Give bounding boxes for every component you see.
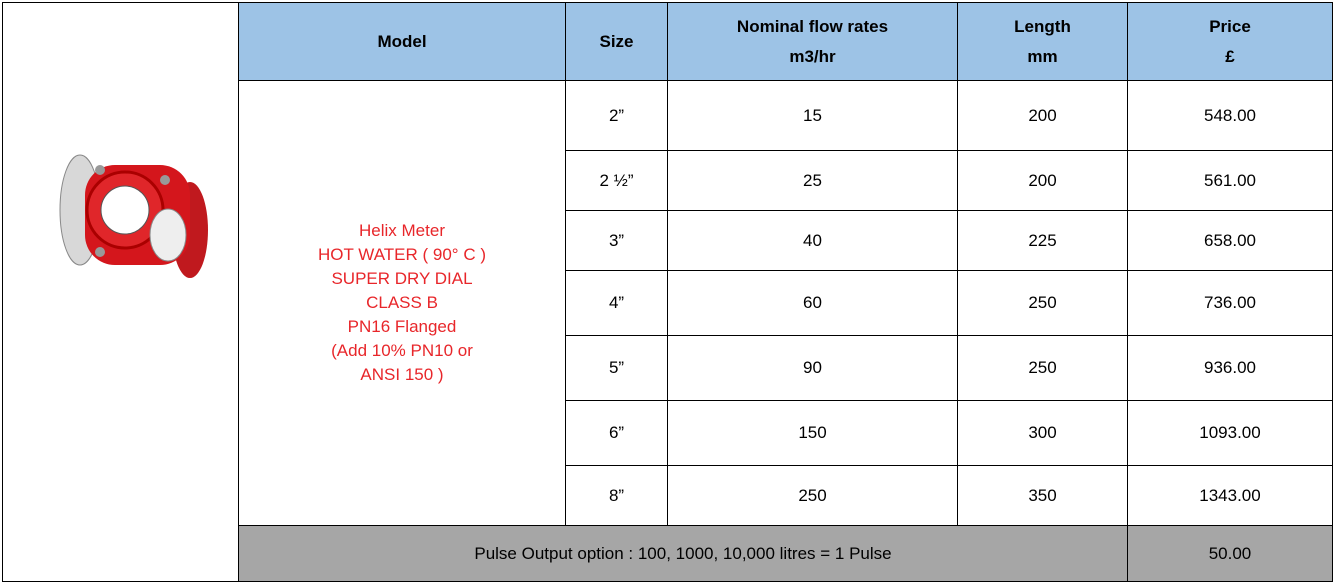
cell: 4”	[566, 271, 668, 336]
cell: 90	[668, 336, 958, 401]
cell-text: PN16 Flanged	[348, 317, 457, 336]
cell: 548.00	[1128, 81, 1333, 151]
cell: 1093.00	[1128, 401, 1333, 466]
cell-text: Nominal flow rates	[737, 17, 888, 36]
cell: 150	[668, 401, 958, 466]
table-body: Model Size Nominal flow rates m3/hr Length mm…	[3, 3, 1333, 582]
header-cell: Nominal flow rates m3/hr	[668, 3, 958, 81]
price-table: Model Size Nominal flow rates m3/hr Length mm…	[2, 2, 1333, 582]
model-cell: Helix Meter HOT WATER ( 90° C ) SUPER DRY …	[239, 81, 566, 526]
cell-text: ANSI 150 )	[360, 365, 443, 384]
header-cell: Length mm	[958, 3, 1128, 81]
cell-text: Size	[599, 32, 633, 51]
cell: 2”	[566, 81, 668, 151]
cell-text: £	[1225, 47, 1234, 66]
cell-text: (Add 10% PN10 or	[331, 341, 473, 360]
cell: 15	[668, 81, 958, 151]
pulse-price: 50.00	[1128, 526, 1333, 582]
cell: 25	[668, 151, 958, 211]
cell: 300	[958, 401, 1128, 466]
cell-text: SUPER DRY DIAL	[331, 269, 472, 288]
cell: 2 ½”	[566, 151, 668, 211]
cell-text: Model	[377, 32, 426, 51]
cell: 250	[958, 336, 1128, 401]
cell-text: m3/hr	[789, 47, 835, 66]
header-cell: Size	[566, 3, 668, 81]
cell: 561.00	[1128, 151, 1333, 211]
cell: 3”	[566, 211, 668, 271]
cell: 250	[958, 271, 1128, 336]
cell-text: Price	[1209, 17, 1251, 36]
cell-text: CLASS B	[366, 293, 438, 312]
page: Model Size Nominal flow rates m3/hr Length mm…	[0, 0, 1340, 583]
cell: 200	[958, 151, 1128, 211]
cell: 250	[668, 466, 958, 526]
cell: 8”	[566, 466, 668, 526]
header-cell: Model	[239, 3, 566, 81]
header-row: Model Size Nominal flow rates m3/hr Length mm…	[3, 3, 1333, 81]
cell: 350	[958, 466, 1128, 526]
cell-text: mm	[1027, 47, 1057, 66]
image-cell	[3, 3, 239, 582]
cell: 225	[958, 211, 1128, 271]
cell: 1343.00	[1128, 466, 1333, 526]
cell-text: HOT WATER ( 90° C )	[318, 245, 486, 264]
cell: 936.00	[1128, 336, 1333, 401]
pulse-text: Pulse Output option : 100, 1000, 10,000 …	[239, 526, 1128, 582]
cell: 5”	[566, 336, 668, 401]
cell: 658.00	[1128, 211, 1333, 271]
cell: 40	[668, 211, 958, 271]
cell-text: Length	[1014, 17, 1071, 36]
cell-text: Helix Meter	[359, 221, 445, 240]
cell: 6”	[566, 401, 668, 466]
cell: 200	[958, 81, 1128, 151]
meter-image	[40, 140, 220, 280]
header-cell: Price £	[1128, 3, 1333, 81]
cell: 736.00	[1128, 271, 1333, 336]
cell: 60	[668, 271, 958, 336]
